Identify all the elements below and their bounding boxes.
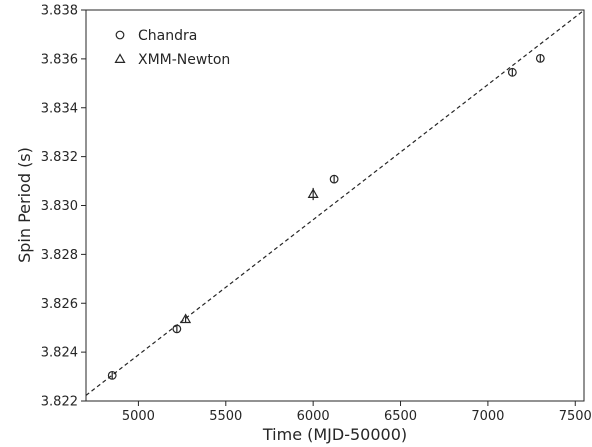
y-tick-label: 3.824 <box>41 346 78 361</box>
data-point-chandra <box>107 370 117 380</box>
y-tick-label: 3.832 <box>41 150 78 165</box>
x-tick-label: 6000 <box>297 409 330 424</box>
legend-marker-chandra <box>115 30 125 40</box>
data-point-xmm-newton <box>180 313 192 324</box>
y-tick-label: 3.828 <box>41 248 78 263</box>
data-point-xmm-newton <box>307 188 319 198</box>
data-point-chandra <box>172 324 182 334</box>
data-point-chandra <box>535 53 545 63</box>
x-tick-label: 6500 <box>384 409 417 424</box>
y-tick-label: 3.826 <box>41 297 78 312</box>
data-point-chandra <box>507 67 517 77</box>
y-tick-label: 3.836 <box>41 52 78 67</box>
plot-frame <box>85 9 585 402</box>
legend-marker-xmm-newton <box>114 53 126 63</box>
data-point-chandra <box>329 174 339 184</box>
y-axis-title: Spin Period (s) <box>15 147 34 263</box>
ticks-layer: 5000 5500 6000 6500 7000 7500 3.822 3.824 3.826 3… <box>41 4 592 425</box>
legend-label: XMM-Newton <box>138 52 230 68</box>
y-tick-label: 3.834 <box>41 101 78 116</box>
y-tick-label: 3.830 <box>41 199 78 214</box>
y-tick-label: 3.838 <box>41 4 78 19</box>
y-tick-label: 3.822 <box>41 395 78 410</box>
x-tick-label: 7000 <box>471 409 504 424</box>
x-tick-label: 7500 <box>559 409 592 424</box>
x-tick-label: 5500 <box>209 409 242 424</box>
legend: Chandra XMM-Newton <box>114 28 230 68</box>
x-axis-title: Time (MJD-50000) <box>262 425 407 444</box>
points-layer <box>107 53 545 380</box>
x-tick-label: 5000 <box>122 409 155 424</box>
legend-label: Chandra <box>138 28 197 44</box>
